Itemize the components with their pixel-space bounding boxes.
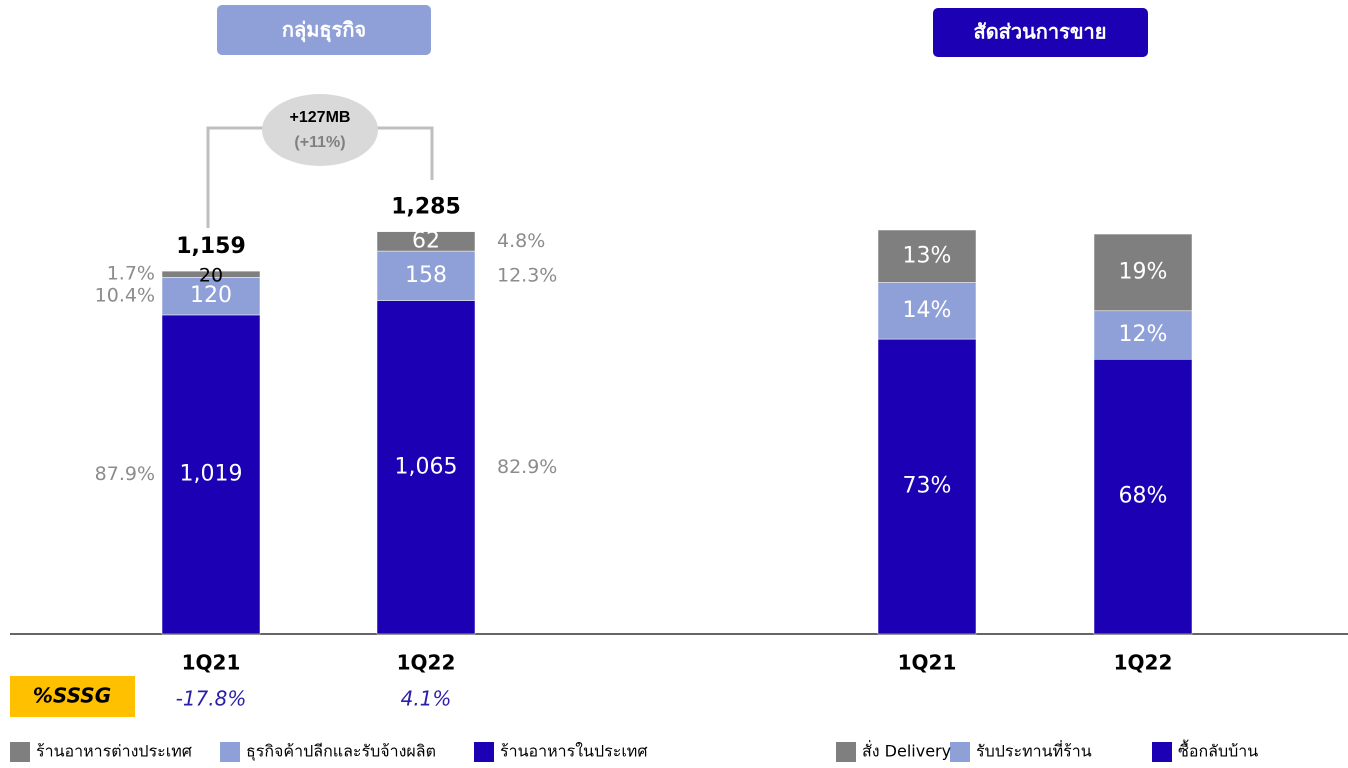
segment-label: 19% — [1119, 259, 1168, 284]
segment-label: 73% — [903, 474, 952, 499]
title-box — [217, 5, 431, 55]
bar-segment — [376, 300, 476, 635]
sssg-value: -17.8% — [176, 687, 247, 711]
sssg-box — [10, 676, 135, 717]
segment-label: 1,065 — [395, 454, 458, 479]
share-label: 4.8% — [497, 230, 545, 252]
segment-label: 14% — [903, 298, 952, 323]
total-label: 1,159 — [176, 234, 246, 259]
share-label: 12.3% — [497, 264, 557, 286]
share-label: 1.7% — [107, 263, 155, 285]
bar-segment — [1093, 310, 1193, 360]
bar-segment — [1093, 359, 1193, 635]
share-label: 82.9% — [497, 456, 557, 478]
segment-label: 120 — [190, 283, 232, 308]
x-tick-label: 1Q22 — [1114, 651, 1173, 675]
x-tick-label: 1Q21 — [898, 651, 957, 675]
bar-segment — [877, 338, 977, 635]
bar-segment — [1093, 233, 1193, 312]
x-tick-label: 1Q22 — [397, 651, 456, 675]
segment-label: 13% — [903, 243, 952, 268]
segment-label: 68% — [1119, 484, 1168, 509]
legend-swatch — [1152, 742, 1172, 762]
legend-swatch — [836, 742, 856, 762]
segment-label: 1,019 — [180, 461, 243, 486]
chart-title: สัดส่วนการขาย — [973, 20, 1106, 44]
bar-segment — [161, 270, 261, 278]
share-label: 87.9% — [95, 463, 155, 485]
legend-label: สั่ง Delivery — [862, 740, 951, 761]
legend-swatch — [220, 742, 240, 762]
legend-label: ร้านอาหารในประเทศ — [500, 742, 648, 761]
segment-label: 12% — [1119, 322, 1168, 347]
bar-segment — [877, 229, 977, 283]
legend-swatch — [474, 742, 494, 762]
segment-label: 20 — [199, 265, 223, 287]
chart-title: กลุ่มธุรกิจ — [282, 18, 366, 43]
legend-label: ซื้อกลับบ้าน — [1178, 740, 1258, 761]
share-label: 10.4% — [95, 285, 155, 307]
x-tick-label: 1Q21 — [182, 651, 241, 675]
legend-swatch — [10, 742, 30, 762]
sssg-value: 4.1% — [401, 687, 452, 711]
bar-segment — [161, 277, 261, 316]
segment-label: 158 — [405, 263, 447, 288]
annotation: +127MB — [290, 109, 351, 126]
bar-segment — [161, 314, 261, 635]
bar-segment — [376, 250, 476, 301]
bar-segment — [877, 282, 977, 340]
legend-label: ร้านอาหารต่างประเทศ — [36, 742, 192, 761]
segment-label: 62 — [412, 228, 440, 253]
sssg-label: %SSSG — [33, 684, 111, 708]
total-label: 1,285 — [391, 195, 461, 220]
legend-swatch — [950, 742, 970, 762]
legend-label: รับประทานที่ร้าน — [976, 740, 1092, 761]
annotation-bubble — [262, 94, 378, 166]
legend-label: ธุรกิจค้าปลีกและรับจ้างผลิต — [246, 742, 436, 762]
bar-segment — [376, 231, 476, 252]
annotation: (+11%) — [294, 134, 345, 151]
title-box — [933, 8, 1148, 57]
